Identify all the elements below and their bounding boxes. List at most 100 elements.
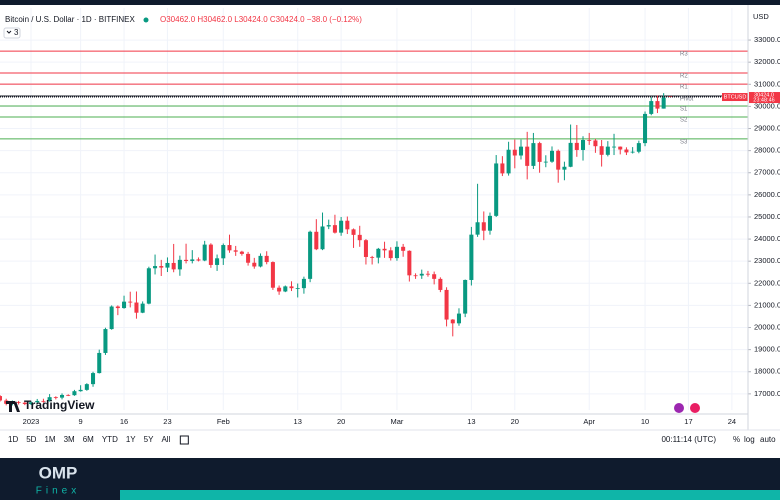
candle-body (53, 397, 58, 398)
candle-body (357, 234, 362, 241)
candle-body (171, 262, 176, 270)
plot: R3 R2 R1 Pivot S1 S2 S3 BTCUSD 30424.023:48:46 (0, 50, 780, 406)
candle-body (500, 163, 505, 174)
axis-option[interactable]: % (733, 435, 740, 444)
range-button[interactable]: All (161, 435, 170, 444)
candle-body (351, 229, 356, 235)
candle-body (518, 146, 524, 156)
y-tick-label: 17000.0 (754, 389, 780, 398)
candle-body (425, 273, 430, 275)
toolbar: 1D 5D 1M 3M 6M YTD 1Y 5Y All 00:11:14 (UTC)% log au… (8, 435, 776, 445)
candle-body (283, 286, 288, 292)
range-button[interactable]: YTD (102, 435, 118, 444)
pivot-label: S3 (680, 139, 688, 145)
x-tick-label: Feb (217, 417, 230, 426)
candle-body (134, 302, 139, 313)
candle-body (16, 402, 21, 403)
candle-body (72, 391, 77, 396)
candle-body (159, 266, 164, 268)
y-tick-label: 20000.0 (754, 323, 780, 332)
candle-body (655, 101, 660, 109)
candle-body (475, 222, 480, 235)
y-tick-label: 27000.0 (754, 168, 780, 177)
candle-body (363, 240, 368, 257)
candle-body (202, 244, 207, 261)
y-tick-label: 24000.0 (754, 234, 780, 243)
y-tick-label: 32000.0 (754, 57, 780, 66)
candle-body (506, 149, 511, 174)
candle-body (444, 289, 449, 320)
candle-body (140, 303, 145, 313)
currency-label: USD (753, 12, 769, 21)
candle-body (295, 288, 300, 289)
y-tick-label: 19000.0 (754, 345, 780, 354)
candle-body (258, 255, 263, 267)
candle-body (153, 266, 158, 269)
y-tick-label: 28000.0 (754, 146, 780, 155)
axis-option[interactable]: auto (760, 435, 776, 444)
x-tick-label: 20 (337, 417, 345, 426)
candle-body (438, 278, 443, 290)
candle-body (233, 250, 238, 252)
candle-body (246, 253, 251, 263)
x-tick-label: Mar (390, 417, 403, 426)
candle-body (215, 258, 220, 265)
candle-body (661, 97, 666, 109)
candle-body (370, 256, 375, 258)
candle-body (494, 163, 499, 216)
candle-body (463, 279, 468, 314)
candle-body (512, 149, 517, 156)
pivot-label: R2 (680, 74, 688, 80)
candle-body (128, 301, 133, 303)
price-tag-symbol: BTCUSD (724, 94, 747, 100)
flag-icon[interactable] (690, 403, 700, 413)
candle-body (289, 286, 294, 289)
brand-sub: Finex (36, 486, 80, 497)
candle-body (41, 400, 46, 402)
ohlc-legend: O30462.0 H30462.0 L30424.0 C30424.0 −38.… (160, 15, 362, 24)
candle-body (28, 402, 34, 405)
candle-body (326, 225, 331, 227)
candle-body (165, 262, 170, 268)
candle-body (277, 287, 282, 292)
watermark: TradingView (24, 398, 95, 412)
candle-body (401, 246, 406, 251)
candle-body (221, 245, 226, 259)
candle-body (587, 140, 592, 141)
candle-body (419, 273, 424, 276)
pivot-label: R1 (680, 85, 688, 91)
y-tick-label: 21000.0 (754, 300, 780, 309)
y-tick-label: 18000.0 (754, 367, 780, 376)
range-button[interactable]: 1M (44, 435, 55, 444)
x-tick-label: 13 (294, 417, 302, 426)
brand: OMP (39, 463, 78, 482)
event-icon[interactable] (674, 403, 684, 413)
candle-body (388, 250, 393, 259)
candle-body (382, 248, 387, 251)
range-button[interactable]: 6M (83, 435, 94, 444)
x-tick-label: Apr (583, 417, 595, 426)
pivot-label: S1 (680, 107, 688, 113)
candle-body (47, 397, 52, 402)
indicator-toggle[interactable] (3, 27, 21, 39)
price-countdown: 23:48:46 (753, 97, 774, 103)
candle-body (643, 113, 648, 144)
range-button[interactable]: 5Y (144, 435, 154, 444)
candle-body (481, 222, 486, 231)
y-tick-label: 25000.0 (754, 212, 780, 221)
candle-body (612, 146, 617, 148)
pivot-label: Pivot (680, 97, 694, 103)
pivot-label: R3 (680, 52, 688, 58)
range-button[interactable]: 3M (64, 435, 75, 444)
range-button[interactable]: 1Y (126, 435, 136, 444)
y-tick-label: 26000.0 (754, 190, 780, 199)
candle-body (109, 306, 114, 330)
candle-body (456, 313, 461, 324)
axis-option[interactable]: log (744, 435, 755, 444)
candle-body (543, 161, 548, 163)
range-button[interactable]: 1D (8, 435, 18, 444)
date-range-icon[interactable] (179, 435, 189, 445)
range-button[interactable]: 5D (26, 435, 36, 444)
